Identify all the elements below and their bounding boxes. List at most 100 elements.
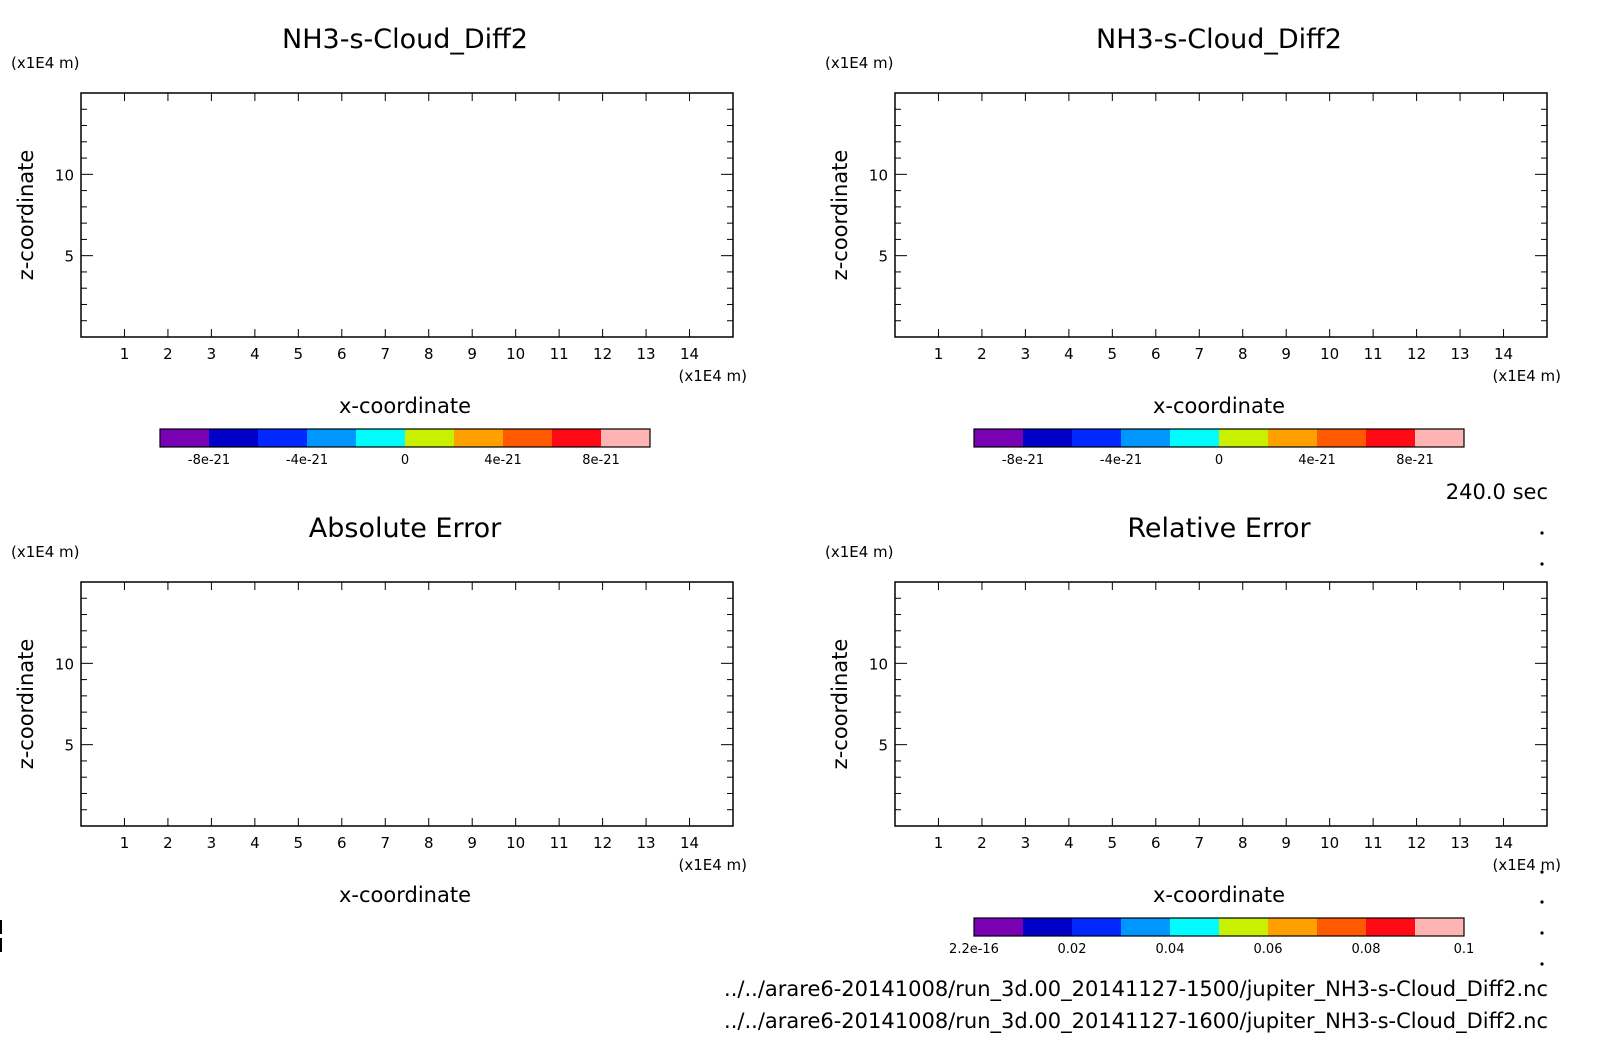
colorbar-swatch [974,429,1024,447]
x-tick-label: 12 [593,834,612,852]
colorbar-swatch [405,429,455,447]
colorbar: -8e-21 -4e-21 0 4e-21 8e-21 [973,428,1465,468]
x-tick-label: 6 [337,345,347,363]
colorbar-swatch [1072,429,1122,447]
x-axis-label: x-coordinate [1153,883,1285,907]
y-axis-label: z-coordinate [828,639,852,770]
x-tick-label: 6 [1151,345,1161,363]
x-tick-label: 7 [1194,345,1204,363]
x-tick-label: 8 [1238,345,1248,363]
panel-3: Absolute Error(x1E4 m)1 2 3 4 5 6 7 8 9 10 11 12 13 1… [11,513,747,907]
x-tick-label: 5 [1108,345,1118,363]
colorbar-tick-label: -4e-21 [286,453,328,468]
x-tick-label: 1 [120,345,130,363]
x-tick-label: 13 [1451,834,1470,852]
x-tick-label: 10 [1320,345,1339,363]
colorbar-swatch [552,429,602,447]
colorbar-frame [159,428,651,448]
colorbar-swatch [160,429,210,447]
y-unit-label: (x1E4 m) [11,543,80,561]
colorbar-swatch [1121,918,1171,936]
x-tick-label: 7 [380,345,390,363]
x-tick-label: 9 [1281,834,1291,852]
colorbar: 2.2e-16 0.02 0.04 0.06 0.08 0.1 [949,917,1474,957]
file-path-2: ../../arare6-20141008/run_3d.00_20141127… [724,1009,1548,1034]
x-tick-label: 4 [1064,834,1074,852]
x-tick-label: 9 [1281,345,1291,363]
x-tick-label: 4 [250,834,260,852]
x-tick-label: 11 [550,834,569,852]
colorbar-swatch [601,429,651,447]
colorbar-swatch [1170,918,1220,936]
x-tick-label: 6 [1151,834,1161,852]
panel-2: NH3-s-Cloud_Diff2(x1E4 m)1 2 3 4 5 6 7 8 9 10 11 12… [825,24,1561,468]
x-tick-label: 9 [467,834,477,852]
time-label: 240.0 sec [1446,480,1548,504]
colorbar-tick-label: 0.08 [1352,942,1381,957]
colorbar: -8e-21 -4e-21 0 4e-21 8e-21 [159,428,651,468]
colorbar-swatch [454,429,504,447]
colorbar-tick-label: 0 [1215,453,1223,468]
panel-4: Relative Error(x1E4 m)1 2 3 4 5 6 7 8 9 10 11 12 13 1… [825,513,1561,957]
colorbar-swatch [1121,429,1171,447]
y-unit-label: (x1E4 m) [825,543,894,561]
colorbar-swatch [258,429,308,447]
margin-dots [1540,531,1544,966]
colorbar-tick-label: 2.2e-16 [949,942,999,957]
colorbar-swatch [1023,918,1073,936]
colorbar-swatch [1219,429,1269,447]
colorbar-swatch [307,429,357,447]
colorbar-tick-label: -8e-21 [188,453,230,468]
y-axis-label: z-coordinate [14,150,38,281]
y-axis-label: z-coordinate [14,639,38,770]
panels: NH3-s-Cloud_Diff2(x1E4 m)1 2 3 4 5 6 7 8 9 10 11 12… [11,24,1561,957]
x-tick-label: 13 [637,345,656,363]
x-tick-label: 14 [1494,345,1513,363]
x-tick-label: 7 [380,834,390,852]
colorbar-swatch [1219,918,1269,936]
colorbar-swatch [1366,918,1416,936]
x-tick-label: 13 [637,834,656,852]
y-unit-label: (x1E4 m) [11,54,80,72]
y-tick-label: 5 [64,737,74,755]
colorbar-swatch [1366,429,1416,447]
colorbar-swatch [1023,429,1073,447]
y-tick-label: 5 [64,248,74,266]
colorbar-frame [973,917,1465,937]
x-tick-label: 11 [1364,834,1383,852]
colorbar-swatch [1170,429,1220,447]
x-unit-label: (x1E4 m) [1492,856,1561,874]
plot-frame [80,92,734,338]
colorbar-tick-label: 8e-21 [582,453,620,468]
y-tick-label: 10 [869,655,888,673]
panel-title: NH3-s-Cloud_Diff2 [1096,24,1342,55]
x-tick-label: 5 [294,345,304,363]
x-tick-label: 3 [1021,345,1031,363]
x-tick-label: 6 [337,834,347,852]
x-tick-label: 4 [250,345,260,363]
x-tick-label: 2 [977,834,987,852]
x-unit-label: (x1E4 m) [678,367,747,385]
colorbar-swatch [1415,429,1465,447]
colorbar-swatch [1268,429,1318,447]
x-unit-label: (x1E4 m) [678,856,747,874]
x-tick-label: 14 [1494,834,1513,852]
x-tick-label: 12 [1407,834,1426,852]
x-tick-label: 7 [1194,834,1204,852]
colorbar-tick-label: 4e-21 [1298,453,1336,468]
x-tick-label: 8 [424,834,434,852]
plot-frame [894,92,1548,338]
x-tick-label: 10 [506,345,525,363]
panel-title: NH3-s-Cloud_Diff2 [282,24,528,55]
plot-frame [894,581,1548,827]
x-tick-label: 13 [1451,345,1470,363]
colorbar-swatch [1268,918,1318,936]
colorbar-swatch [1317,918,1367,936]
x-tick-label: 3 [207,834,217,852]
x-tick-label: 10 [506,834,525,852]
x-tick-label: 2 [163,345,173,363]
x-axis-label: x-coordinate [339,394,471,418]
x-tick-label: 1 [934,345,944,363]
colorbar-tick-label: -4e-21 [1100,453,1142,468]
